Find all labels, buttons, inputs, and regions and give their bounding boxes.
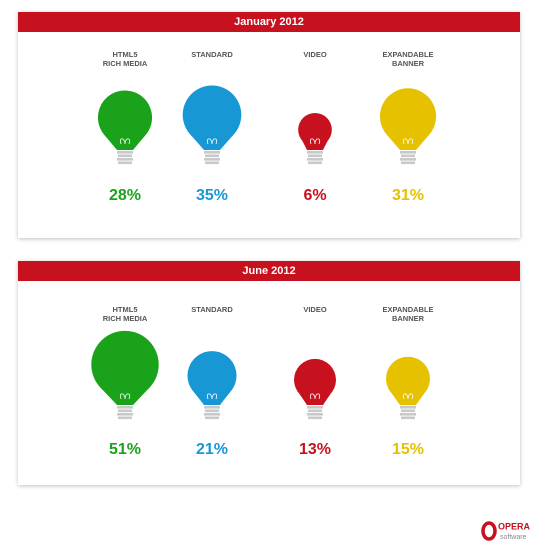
socket (401, 154, 415, 158)
bulb (182, 85, 242, 165)
socket (118, 416, 132, 420)
socket (117, 406, 133, 409)
value-label: 31% (392, 187, 424, 204)
panel-title: January 2012 (18, 12, 520, 32)
bulb (386, 356, 430, 420)
socket (400, 406, 416, 409)
bulb-glass (97, 90, 153, 145)
bulb (187, 351, 237, 420)
socket (307, 406, 323, 409)
opera-logo: OPERA software (481, 521, 531, 541)
socket (204, 406, 220, 409)
bulb (91, 330, 159, 420)
socket (205, 161, 219, 165)
value-label: 15% (392, 441, 424, 458)
value-label: 6% (303, 187, 326, 204)
bulb (97, 90, 153, 165)
bulb-glass (182, 85, 242, 145)
panel-title: June 2012 (18, 261, 520, 281)
socket (205, 409, 219, 413)
socket (308, 409, 322, 413)
filament (206, 393, 218, 400)
filament (119, 138, 131, 145)
socket (307, 158, 323, 161)
socket (400, 413, 416, 416)
value-label: 28% (109, 187, 141, 204)
bulb-glass (298, 113, 332, 147)
bulb-glass (379, 88, 437, 145)
filament (309, 393, 321, 400)
bulb (298, 113, 332, 165)
socket (118, 154, 132, 158)
socket (308, 154, 322, 158)
socket (205, 416, 219, 420)
value-label: 21% (196, 441, 228, 458)
logo-brand: OPERA (498, 521, 531, 531)
bulb (294, 358, 336, 420)
socket (204, 413, 220, 416)
socket (117, 158, 133, 161)
category-label: EXPANDABLE BANNER (382, 305, 434, 323)
socket (204, 151, 220, 154)
filament (119, 393, 131, 400)
value-label: 51% (109, 441, 141, 458)
bulb-glass (91, 330, 159, 399)
logo-tagline: software (500, 534, 527, 541)
socket (308, 416, 322, 420)
socket (400, 158, 416, 161)
bulb-glass (386, 356, 430, 401)
category-label: VIDEO (303, 305, 327, 314)
socket (401, 416, 415, 420)
bulb-glass (187, 351, 237, 401)
filament (206, 138, 218, 145)
socket (308, 161, 322, 165)
bulb (379, 88, 437, 165)
socket (400, 151, 416, 154)
value-label: 35% (196, 187, 228, 204)
socket (118, 161, 132, 165)
socket (401, 409, 415, 413)
socket (118, 409, 132, 413)
filament (402, 393, 414, 400)
filament (402, 138, 414, 145)
socket (117, 413, 133, 416)
bulb-glass (294, 358, 336, 401)
category-label: HTML5 RICH MEDIA (102, 305, 148, 323)
socket (117, 151, 133, 154)
socket (401, 161, 415, 165)
socket (307, 413, 323, 416)
filament (309, 138, 321, 145)
category-label: HTML5 RICH MEDIA (102, 50, 148, 68)
socket (204, 158, 220, 161)
category-label: STANDARD (191, 305, 233, 314)
category-label: STANDARD (191, 50, 233, 59)
socket (205, 154, 219, 158)
category-label: VIDEO (303, 50, 327, 59)
socket (307, 151, 323, 154)
value-label: 13% (299, 441, 331, 458)
category-label: EXPANDABLE BANNER (382, 50, 434, 68)
